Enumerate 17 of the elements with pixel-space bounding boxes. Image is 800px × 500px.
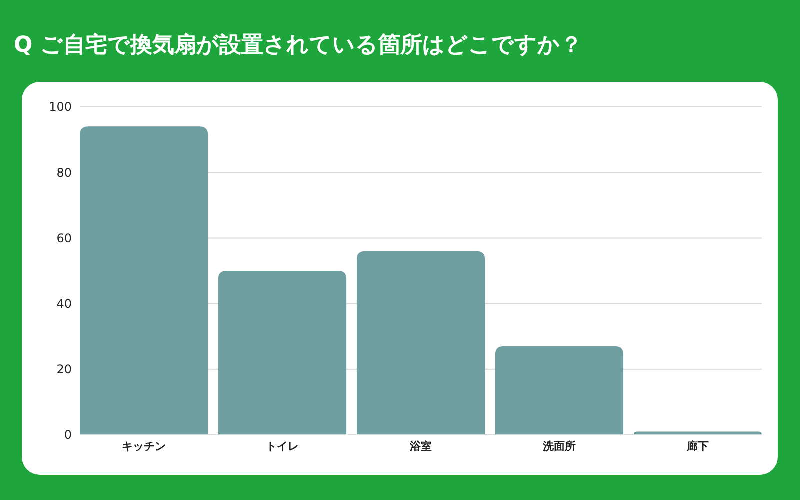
y-tick-label: 0 xyxy=(64,428,72,442)
x-tick-label: キッチン xyxy=(122,440,166,453)
y-tick-label: 40 xyxy=(56,297,72,311)
y-tick-label: 60 xyxy=(56,231,72,246)
x-tick-label: 廊下 xyxy=(686,440,709,453)
x-tick-label: 浴室 xyxy=(409,440,432,453)
x-tick-label: 洗面所 xyxy=(542,440,576,453)
bar xyxy=(634,432,762,435)
y-tick-label: 20 xyxy=(56,362,72,377)
bar xyxy=(356,251,486,435)
bar xyxy=(80,126,208,435)
y-tick-label: 100 xyxy=(49,100,72,114)
y-tick-label: 80 xyxy=(56,166,72,180)
bar xyxy=(495,346,624,435)
chart-title: Q ご自宅で換気扇が設置されている箇所はどこですか？ xyxy=(14,32,582,58)
bar xyxy=(218,271,347,435)
x-tick-label: トイレ xyxy=(266,440,300,453)
